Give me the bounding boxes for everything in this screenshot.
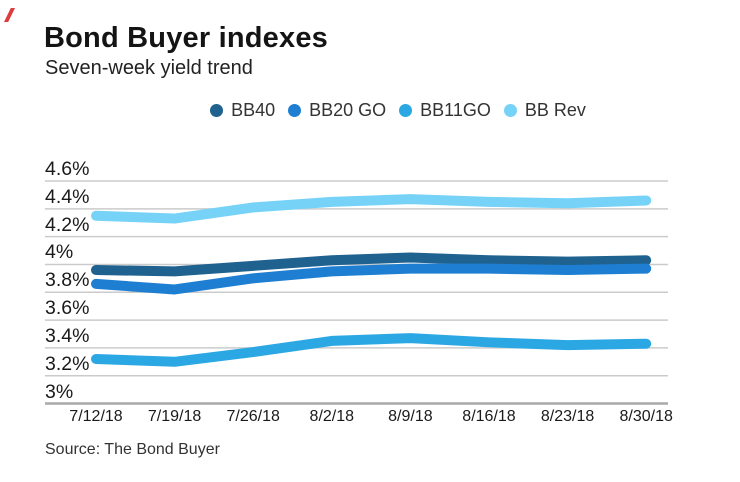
chart-legend: BB40 BB20 GO BB11GO BB Rev [0, 100, 740, 121]
series-line-bb20-go [91, 263, 652, 295]
x-tick-label: 7/19/18 [147, 408, 202, 425]
series-line-bb40 [91, 252, 652, 277]
red-corner-mark [4, 8, 15, 22]
series-line-bb11go [91, 333, 652, 367]
legend-label: BB40 [231, 100, 276, 120]
y-tick-label: 3.4% [45, 324, 90, 347]
legend-dot-icon [503, 104, 517, 117]
x-tick-label: 7/26/18 [226, 408, 280, 425]
legend-dot-icon [399, 104, 413, 117]
x-tick-label: 8/2/18 [309, 408, 355, 425]
x-tick-label: 8/9/18 [388, 408, 433, 425]
y-tick-label: 3.6% [45, 297, 90, 320]
chart-subtitle: Seven-week yield trend [45, 57, 253, 79]
legend-dot-icon [288, 104, 302, 117]
legend-dot-icon [210, 104, 224, 117]
y-tick-label: 4% [45, 241, 74, 264]
series-line-bb-rev [91, 194, 652, 224]
y-tick-label: 3.2% [45, 352, 90, 375]
y-tick-label: 4.2% [45, 213, 90, 236]
legend-item-bb11go: BB11GO [399, 100, 491, 121]
y-tick-label: 3% [45, 380, 74, 403]
x-tick-label: 7/12/18 [69, 408, 123, 425]
x-tick-label: 8/16/18 [462, 408, 516, 425]
x-tick-label: 8/30/18 [619, 408, 673, 425]
source-note: Source: The Bond Buyer [45, 441, 220, 458]
y-tick-label: 3.8% [45, 269, 90, 292]
legend-item-bb-rev: BB Rev [503, 100, 586, 121]
legend-label: BB Rev [524, 100, 586, 120]
legend-label: BB11GO [420, 100, 491, 120]
legend-item-bb40: BB40 [210, 100, 275, 121]
x-tick-label: 8/23/18 [540, 408, 595, 425]
y-tick-label: 4.6% [45, 158, 90, 180]
legend-item-bb20-go: BB20 GO [288, 100, 386, 121]
page-title: Bond Buyer indexes [44, 22, 328, 54]
legend-label: BB20 GO [309, 100, 387, 120]
y-tick-label: 4.4% [45, 185, 90, 208]
